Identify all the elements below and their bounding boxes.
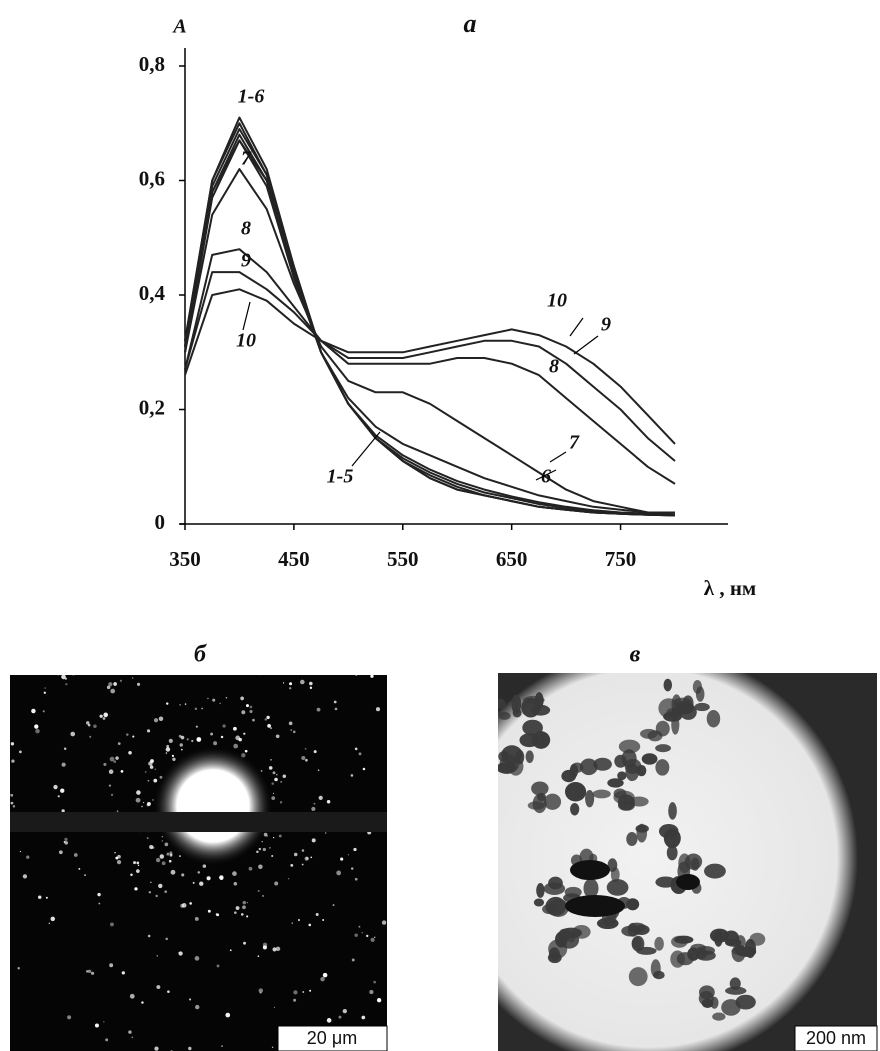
- curve-label: 10: [547, 290, 567, 312]
- series-line: [184, 128, 676, 517]
- leader-line: [573, 335, 599, 355]
- curve-label: 8: [549, 356, 559, 378]
- y-tick-label: 0,2: [139, 395, 165, 419]
- x-tick-label: 550: [387, 547, 419, 571]
- plot: 0 0,2 0,4 0,6 0,8 350 450 550 650 750 1-6 7 8 9 10 10 9 8…: [139, 48, 728, 571]
- series-line: [184, 139, 676, 516]
- series-line: [184, 271, 676, 462]
- curve-label: 1-5: [327, 466, 354, 488]
- x-tick-label: 750: [605, 547, 637, 571]
- series-line: [184, 288, 676, 445]
- y-tick-label: 0,4: [139, 281, 166, 305]
- diffraction-image: [10, 675, 387, 1051]
- scale-bar-label: 20 μm: [307, 1028, 357, 1048]
- y-tick-label: 0,8: [139, 52, 165, 76]
- curve-label: 8: [241, 218, 251, 240]
- scale-bar-box: [277, 1025, 388, 1051]
- micrograph-image: [498, 673, 877, 1051]
- leader-line: [242, 301, 251, 331]
- curve-label: 1-6: [238, 86, 265, 108]
- leader-line: [569, 317, 584, 337]
- leader-line: [535, 469, 557, 481]
- panel-label: б: [194, 642, 207, 668]
- y-axis-label: A: [171, 16, 186, 38]
- series-line: [184, 139, 675, 514]
- scale-bar-label: 200 nm: [806, 1028, 866, 1048]
- series-line: [184, 248, 676, 485]
- y-tick-label: 0: [155, 510, 166, 534]
- curve-label: 9: [241, 250, 251, 272]
- curve-label: 7: [241, 148, 252, 170]
- chart-title: а: [464, 9, 477, 38]
- curve-label: 6: [541, 466, 551, 488]
- x-axis-label: λ , нм: [704, 576, 756, 600]
- x-tick-label: 450: [278, 547, 310, 571]
- x-tick-label: 650: [496, 547, 528, 571]
- curve-label: 9: [601, 314, 611, 336]
- curve-label: 10: [236, 330, 256, 352]
- leader-line: [549, 451, 567, 463]
- curve-label: 7: [569, 432, 580, 454]
- leader-line: [351, 431, 381, 467]
- series-line: [184, 168, 675, 514]
- x-tick-label: 350: [169, 547, 201, 571]
- y-tick-label: 0,6: [139, 166, 165, 190]
- scale-bar-box: [794, 1025, 878, 1051]
- panel-label: в: [630, 642, 641, 668]
